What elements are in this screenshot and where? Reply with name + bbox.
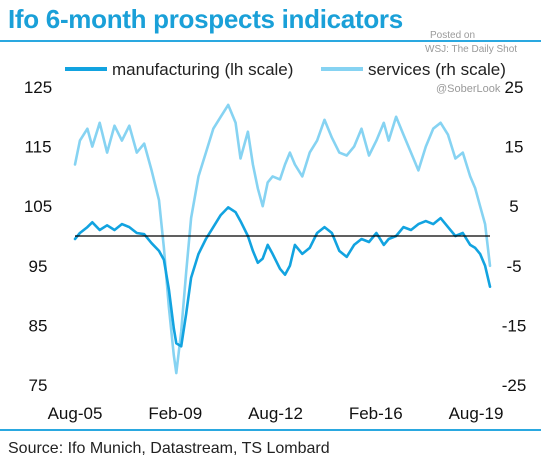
legend-label-manufacturing: manufacturing (lh scale) bbox=[112, 60, 293, 79]
y-right-tick-label: 25 bbox=[505, 78, 524, 97]
y-right-tick-label: -15 bbox=[502, 316, 527, 335]
y-left-tick-label: 125 bbox=[24, 78, 52, 97]
y-left-tick-label: 95 bbox=[29, 257, 48, 276]
title-rule bbox=[0, 40, 541, 42]
y-axis-left: 125 115 105 95 85 75 bbox=[24, 78, 52, 395]
x-tick-label: Aug-05 bbox=[48, 404, 103, 423]
y-axis-right: 25 15 5 -5 -15 -25 bbox=[502, 78, 527, 395]
y-right-tick-label: 5 bbox=[509, 197, 518, 216]
x-tick-label: Feb-16 bbox=[349, 404, 403, 423]
watermark-posted-on: Posted on bbox=[430, 30, 476, 41]
x-tick-label: Feb-09 bbox=[148, 404, 202, 423]
watermark-daily-shot: WSJ: The Daily Shot bbox=[425, 44, 518, 55]
y-right-tick-label: -5 bbox=[506, 257, 521, 276]
y-right-tick-label: 15 bbox=[505, 138, 524, 157]
x-tick-label: Aug-12 bbox=[248, 404, 303, 423]
y-left-tick-label: 85 bbox=[29, 316, 48, 335]
watermark-handle: @SoberLook bbox=[436, 83, 501, 95]
series-layer bbox=[73, 103, 492, 375]
legend: manufacturing (lh scale) services (rh sc… bbox=[65, 60, 506, 79]
source-note: Source: Ifo Munich, Datastream, TS Lomba… bbox=[8, 440, 330, 457]
footer-rule bbox=[0, 429, 541, 431]
y-left-tick-label: 75 bbox=[29, 376, 48, 395]
series-line-services bbox=[73, 103, 492, 375]
series-line-manufacturing bbox=[73, 206, 492, 348]
y-left-tick-label: 115 bbox=[24, 138, 51, 157]
legend-label-services: services (rh scale) bbox=[368, 60, 506, 79]
y-right-tick-label: -25 bbox=[502, 376, 527, 395]
chart-title: Ifo 6-month prospects indicators bbox=[8, 4, 403, 34]
y-left-tick-label: 105 bbox=[24, 197, 52, 216]
x-tick-label: Aug-19 bbox=[449, 404, 504, 423]
x-axis: Aug-05 Feb-09 Aug-12 Feb-16 Aug-19 bbox=[48, 404, 504, 423]
